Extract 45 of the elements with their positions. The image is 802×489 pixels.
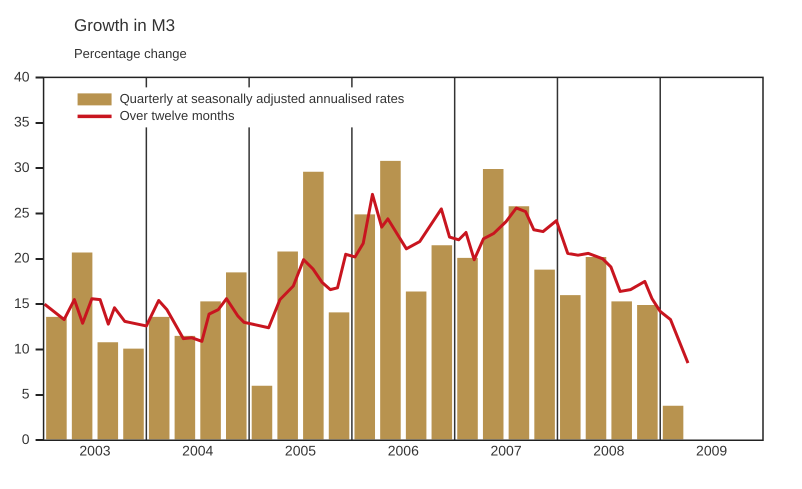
x-tick-label: 2003 [79,442,111,458]
bar [252,386,272,440]
bar [508,206,530,440]
bar [432,245,452,440]
bar [662,406,684,440]
bar [148,316,170,440]
legend-label: Quarterly at seasonally adjusted annualised rates [120,90,405,106]
bar [534,270,555,440]
y-tick-label: 15 [14,295,30,312]
bar [303,172,324,440]
bar [611,301,632,440]
bar [277,252,298,440]
y-tick-label: 40 [14,68,30,84]
bar [98,342,118,440]
bar [586,256,606,440]
bar [380,160,401,440]
bar [354,214,376,440]
bar [72,252,92,440]
legend-label: Over twelve months [120,108,235,123]
bar [328,312,350,440]
bar [482,169,504,440]
y-tick-label: 30 [14,158,30,175]
y-tick-label: 20 [14,250,30,266]
y-tick-label: 0 [22,431,30,448]
bar [560,295,581,440]
y-tick-label: 10 [14,340,30,356]
bar [46,316,67,440]
bar [457,258,478,440]
x-tick-label: 2004 [182,442,214,458]
bar [200,301,221,440]
y-axis-title: Percentage change [74,46,188,61]
chart-title: Growth in M3 [74,16,176,36]
y-tick-label: 5 [22,386,30,402]
x-tick-label: 2005 [284,442,316,458]
x-tick-label: 2008 [593,442,625,458]
bar [226,272,247,440]
bar [174,336,196,440]
bar [637,305,658,440]
bar [123,348,144,440]
y-tick-label: 25 [14,204,30,220]
x-tick-label: 2006 [388,442,420,458]
x-tick-label: 2007 [490,442,522,458]
y-tick-label: 35 [14,114,30,130]
bar [406,291,426,440]
x-tick-label: 2009 [696,442,728,458]
